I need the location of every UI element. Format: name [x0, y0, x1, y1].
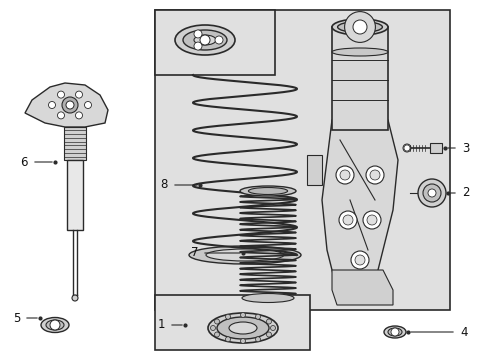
Circle shape — [72, 295, 78, 301]
Text: 4: 4 — [459, 325, 467, 338]
Circle shape — [352, 20, 366, 34]
Circle shape — [75, 112, 82, 119]
Text: 7: 7 — [190, 247, 198, 260]
Circle shape — [48, 102, 55, 108]
Circle shape — [427, 189, 435, 197]
Circle shape — [338, 211, 356, 229]
Text: 8: 8 — [160, 179, 168, 192]
Circle shape — [62, 97, 78, 113]
Ellipse shape — [194, 35, 216, 45]
Circle shape — [58, 91, 64, 98]
Ellipse shape — [46, 320, 64, 330]
Ellipse shape — [248, 188, 287, 194]
Circle shape — [417, 179, 445, 207]
Circle shape — [422, 184, 440, 202]
Circle shape — [194, 42, 202, 50]
Ellipse shape — [331, 19, 387, 35]
Ellipse shape — [383, 326, 405, 338]
Circle shape — [194, 30, 202, 38]
Text: 3: 3 — [461, 141, 468, 154]
Circle shape — [266, 332, 271, 337]
Circle shape — [403, 145, 409, 151]
Ellipse shape — [183, 30, 226, 50]
Ellipse shape — [41, 318, 69, 333]
Circle shape — [366, 215, 376, 225]
Ellipse shape — [205, 249, 284, 261]
Circle shape — [270, 325, 275, 330]
Ellipse shape — [189, 246, 301, 264]
Circle shape — [66, 101, 74, 109]
Circle shape — [225, 337, 230, 342]
Polygon shape — [321, 120, 397, 290]
Circle shape — [210, 325, 215, 330]
Circle shape — [350, 251, 368, 269]
Circle shape — [369, 170, 379, 180]
Ellipse shape — [217, 317, 268, 339]
Ellipse shape — [331, 48, 387, 56]
Bar — [331, 27, 387, 130]
Ellipse shape — [242, 293, 293, 302]
Circle shape — [354, 255, 364, 265]
Polygon shape — [331, 270, 392, 305]
Circle shape — [339, 170, 349, 180]
Circle shape — [362, 211, 380, 229]
Text: 1: 1 — [157, 319, 164, 332]
Circle shape — [342, 215, 352, 225]
Circle shape — [255, 314, 260, 319]
Text: 5: 5 — [13, 311, 20, 324]
Ellipse shape — [387, 328, 401, 336]
Ellipse shape — [207, 313, 278, 343]
Circle shape — [215, 36, 223, 44]
Ellipse shape — [175, 25, 235, 55]
Bar — [429, 143, 441, 153]
Circle shape — [214, 332, 219, 337]
Circle shape — [225, 314, 230, 319]
Circle shape — [84, 102, 91, 108]
Bar — [67, 160, 83, 230]
Circle shape — [390, 328, 398, 336]
Circle shape — [50, 320, 60, 330]
Text: 2: 2 — [461, 186, 468, 199]
Circle shape — [75, 91, 82, 98]
Circle shape — [335, 166, 353, 184]
Ellipse shape — [240, 186, 295, 196]
Circle shape — [266, 319, 271, 324]
Circle shape — [200, 35, 209, 45]
Circle shape — [240, 338, 245, 343]
Circle shape — [255, 337, 260, 342]
Bar — [64, 127, 86, 160]
Text: 6: 6 — [20, 156, 28, 168]
Circle shape — [240, 312, 245, 318]
Ellipse shape — [337, 22, 382, 32]
Ellipse shape — [228, 322, 257, 334]
Circle shape — [214, 319, 219, 324]
Ellipse shape — [402, 144, 410, 152]
Polygon shape — [25, 83, 108, 127]
Bar — [155, 295, 309, 350]
Circle shape — [365, 166, 383, 184]
Bar — [155, 10, 449, 310]
Circle shape — [58, 112, 64, 119]
Circle shape — [344, 12, 375, 42]
Bar — [155, 10, 274, 75]
Polygon shape — [306, 155, 321, 185]
